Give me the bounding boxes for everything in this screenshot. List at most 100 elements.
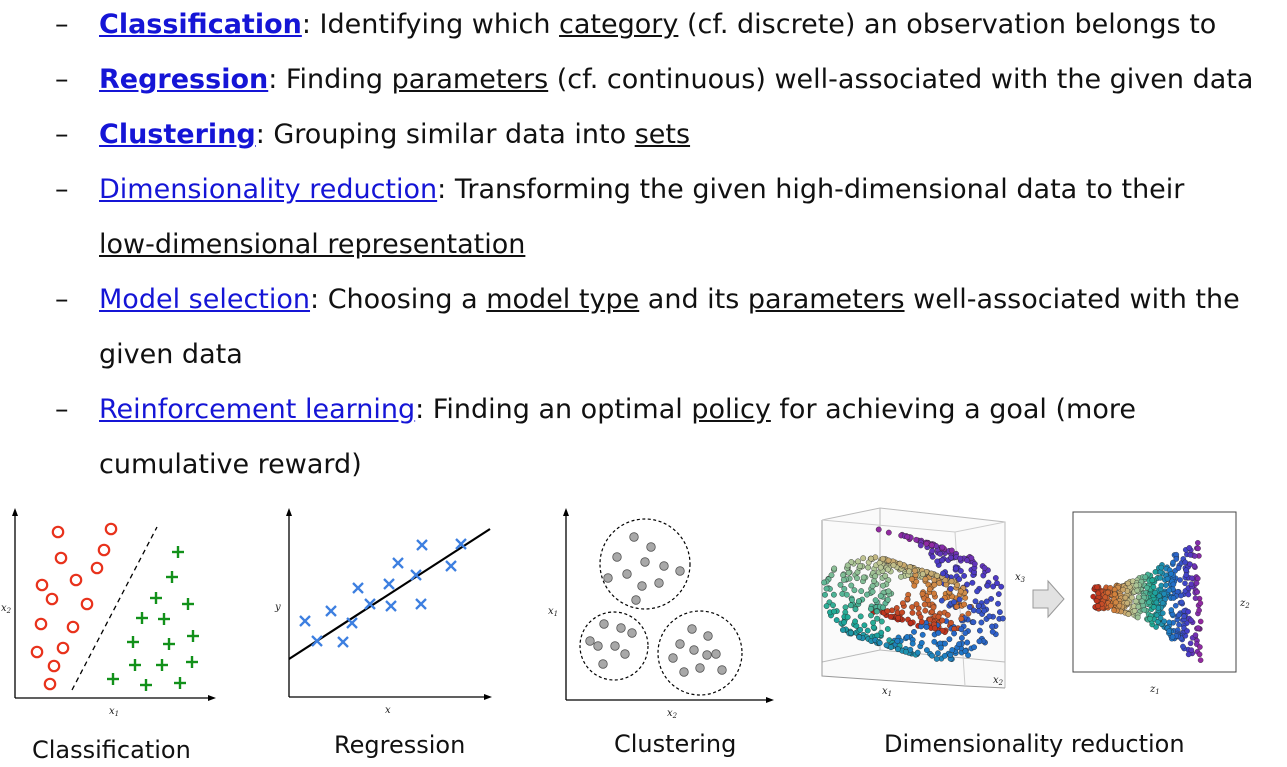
- term-link[interactable]: Model selection: [99, 284, 311, 315]
- bullet-line: Dimensionality reduction: Transforming t…: [99, 162, 1184, 217]
- embedding-point: [1195, 625, 1201, 631]
- roll-point: [919, 571, 926, 577]
- term-link[interactable]: Dimensionality reduction: [99, 174, 438, 205]
- roll-point: [997, 609, 1003, 615]
- cluster-point: [695, 663, 705, 673]
- embedding-point: [1170, 581, 1177, 588]
- term-link[interactable]: Clustering: [99, 119, 256, 150]
- data-points: [299, 538, 467, 648]
- roll-point: [873, 608, 880, 615]
- roll-point: [965, 610, 972, 617]
- roll-point: [939, 617, 946, 624]
- data-point: [415, 598, 427, 610]
- term-link[interactable]: Reinforcement learning: [99, 394, 416, 425]
- embedding-point: [1197, 618, 1204, 625]
- cluster-point: [616, 623, 626, 633]
- underlined-term: model type: [486, 284, 640, 315]
- class-b-point: [129, 659, 141, 671]
- embedding-point: [1157, 575, 1164, 581]
- embedding-point: [1105, 589, 1111, 596]
- roll-point: [900, 600, 906, 607]
- roll-point: [934, 572, 940, 579]
- bullet-dash: –: [55, 9, 69, 40]
- roll-point: [884, 626, 891, 632]
- embedding-point: [1122, 594, 1129, 601]
- z2-axis-label: z2: [1239, 598, 1250, 610]
- roll-point: [864, 627, 871, 634]
- roll-point: [983, 598, 990, 605]
- x-axis-arrow: [766, 697, 774, 703]
- roll-point: [870, 619, 876, 626]
- embedding-point: [1195, 540, 1201, 546]
- embedding-point: [1161, 618, 1167, 625]
- roll-point: [856, 634, 863, 641]
- embedding-point: [1188, 647, 1195, 653]
- embedding-point: [1187, 640, 1194, 647]
- roll-point: [948, 619, 954, 626]
- embedding-point: [1113, 599, 1119, 606]
- roll-point: [923, 540, 930, 547]
- bullet-text: and its: [639, 284, 748, 315]
- class-a-point: [56, 641, 70, 655]
- roll-point: [830, 602, 836, 609]
- embedding-point: [1094, 584, 1100, 590]
- cross-stroke: [445, 560, 457, 572]
- cluster-points: [585, 532, 727, 677]
- roll-point: [904, 533, 911, 540]
- bullet-text: given data: [99, 339, 243, 370]
- roll-point: [994, 580, 1000, 587]
- roll-point: [969, 579, 976, 586]
- roll-point: [828, 572, 835, 579]
- roll-point: [909, 576, 915, 583]
- embedding-point: [1155, 605, 1162, 611]
- roll-point: [962, 648, 969, 655]
- cluster-point: [659, 561, 669, 571]
- roll-point: [948, 547, 955, 554]
- class-b-points: [107, 546, 199, 691]
- bullet-text: : Transforming the given high-dimensiona…: [437, 174, 1185, 205]
- roll-point: [971, 644, 977, 651]
- roll-point: [978, 619, 985, 626]
- class-a-point: [97, 543, 111, 557]
- data-point: [455, 538, 467, 550]
- roll-point: [880, 582, 886, 589]
- embedding-point: [1153, 599, 1160, 606]
- roll-point: [897, 560, 903, 567]
- embedding-point: [1185, 651, 1192, 658]
- roll-point: [885, 588, 892, 595]
- term-link[interactable]: Regression: [99, 64, 269, 95]
- roll-point: [921, 601, 928, 608]
- roll-point: [848, 582, 855, 589]
- roll-point: [970, 619, 977, 626]
- embedding-point: [1146, 599, 1152, 606]
- embedding-point: [1184, 628, 1190, 634]
- roll-point: [882, 573, 889, 579]
- cross-stroke: [311, 635, 323, 647]
- roll-point: [939, 557, 945, 564]
- roll-point: [913, 536, 920, 543]
- bullet-text: cumulative reward): [99, 449, 362, 480]
- roll-point: [852, 618, 858, 625]
- roll-point: [875, 526, 882, 533]
- roll-point: [841, 619, 847, 626]
- embedding-point: [1189, 575, 1195, 581]
- data-point: [325, 605, 337, 617]
- roll-point: [858, 588, 865, 594]
- class-b-point: [174, 677, 186, 689]
- classification-plot: x1 x2: [1, 508, 216, 718]
- roll-point: [848, 559, 855, 565]
- class-a-point: [34, 617, 48, 631]
- embedding-point: [1183, 567, 1189, 573]
- bullet-dash: –: [55, 174, 69, 205]
- roll-point: [975, 608, 982, 614]
- roll-point: [919, 590, 926, 597]
- term-link[interactable]: Classification: [99, 9, 302, 40]
- roll-point: [837, 581, 844, 588]
- dimred-caption: Dimensionality reduction: [884, 730, 1185, 758]
- bullet-dash: –: [55, 64, 69, 95]
- x-axis-arrow: [208, 695, 216, 701]
- class-a-point: [104, 522, 118, 536]
- x-axis-label: x: [385, 705, 391, 716]
- roll-point: [840, 627, 846, 633]
- roll-point: [822, 591, 828, 598]
